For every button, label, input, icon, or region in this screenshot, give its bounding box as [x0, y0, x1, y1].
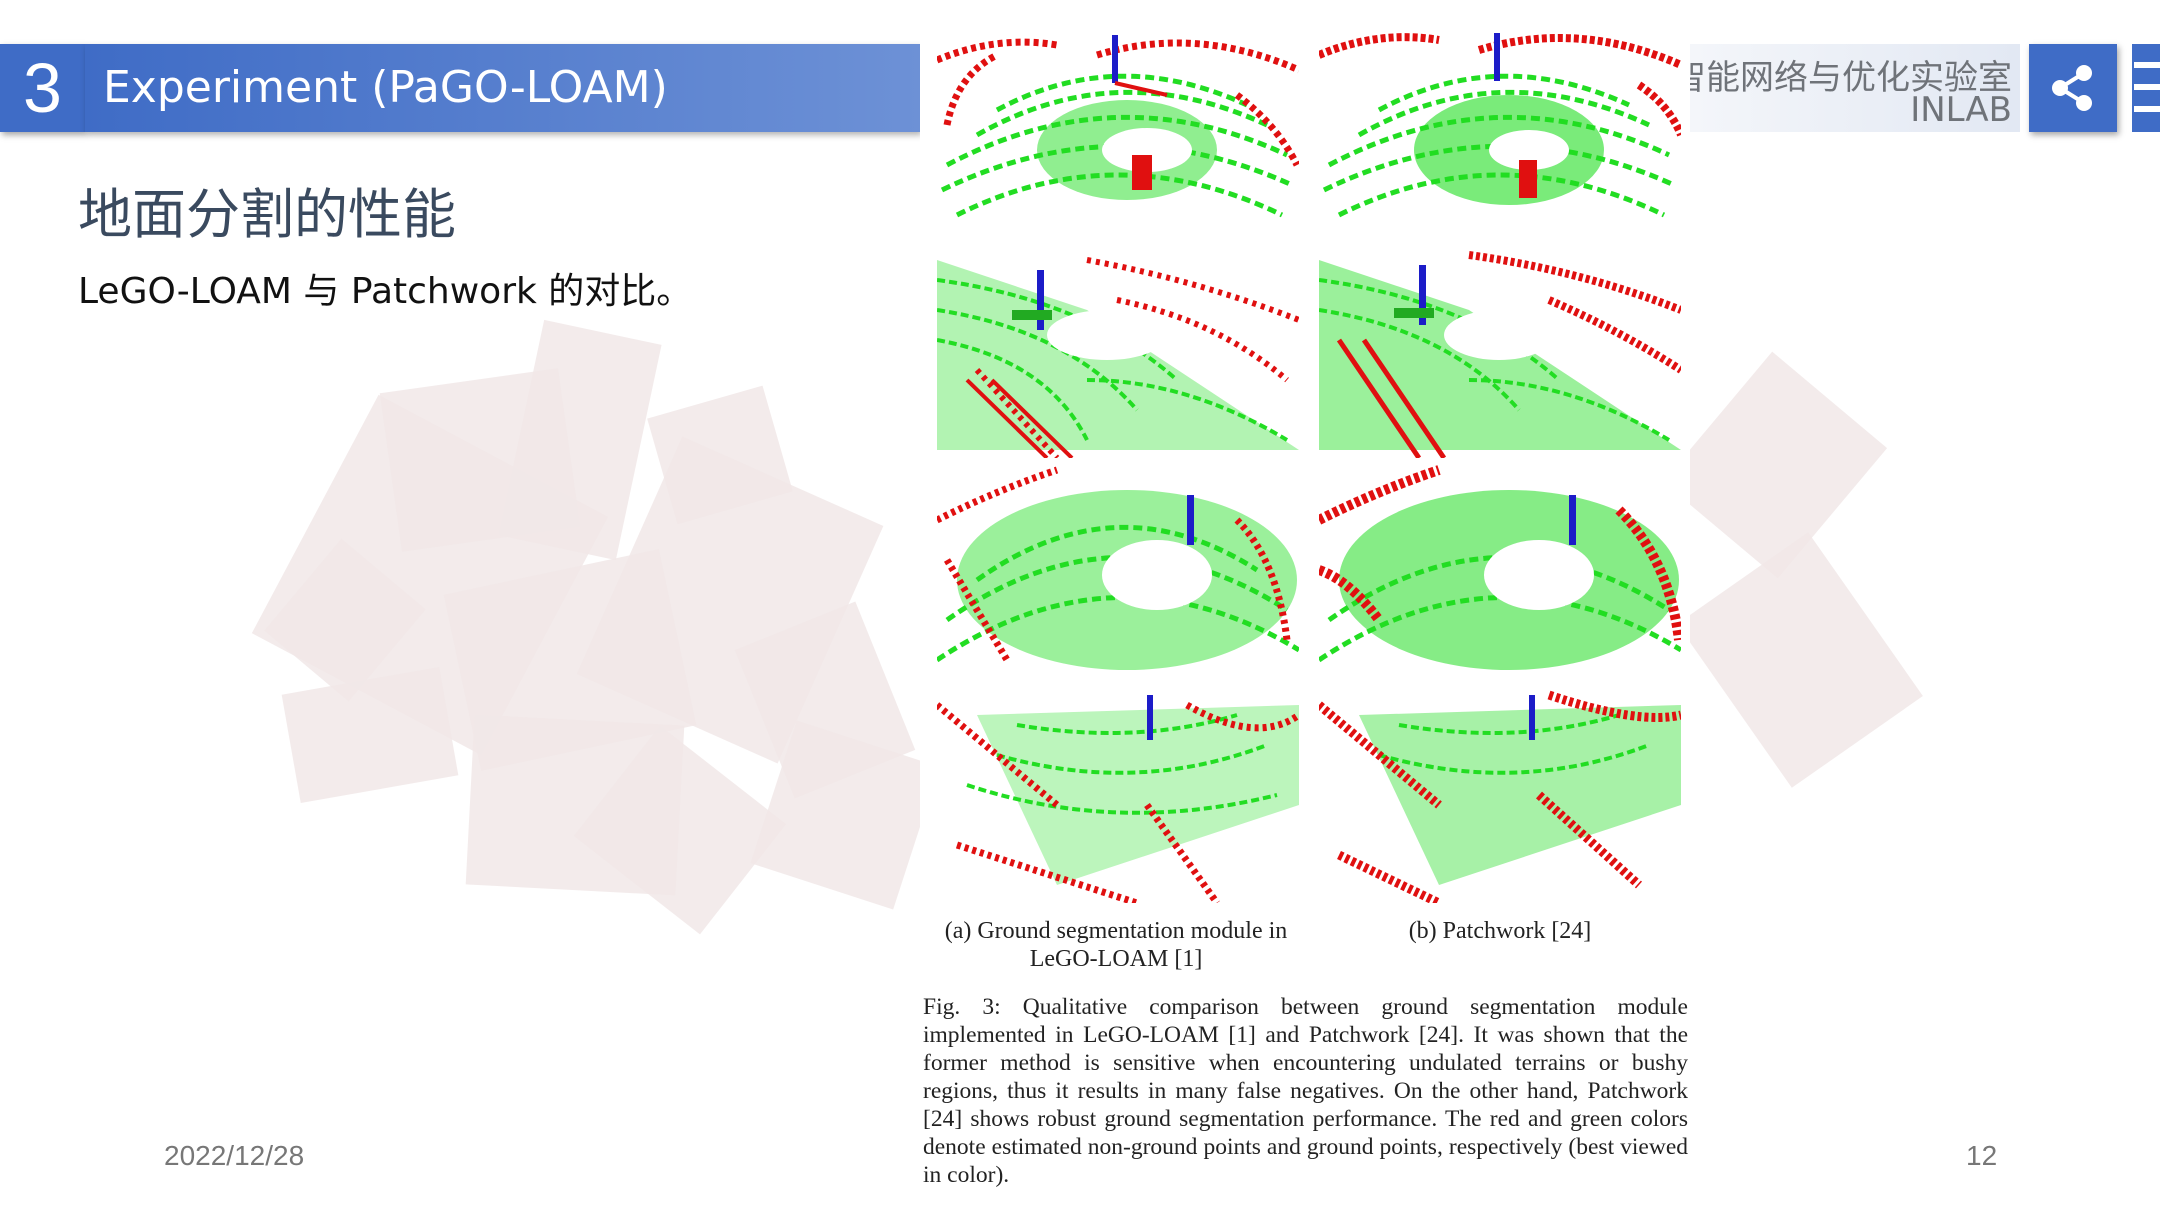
lab-banner — [1690, 44, 2020, 132]
panel-b1-image — [1319, 15, 1681, 233]
figure-caption-b: (b) Patchwork [24] — [1408, 918, 1592, 944]
panel-b2-image — [1319, 240, 1681, 458]
page-number: 12 — [1966, 1140, 1998, 1171]
section-title: Experiment (PaGO-LOAM) — [85, 44, 920, 132]
slide-date: 2022/12/28 — [164, 1140, 305, 1171]
panel-a4-image — [937, 685, 1299, 903]
lab-abbr: INLAB — [1910, 90, 2012, 130]
share-icon — [2052, 65, 2092, 111]
section-number: 3 — [0, 44, 85, 132]
slide-title: 地面分割的性能 — [78, 183, 456, 246]
panel-a1-image — [937, 15, 1299, 233]
menu-button[interactable] — [2132, 44, 2160, 132]
slide-subtitle: LeGO-LOAM 与 Patchwork 的对比。 — [78, 271, 693, 312]
lab-name: 智能网络与优化实验室 — [1672, 58, 2012, 98]
share-button[interactable] — [2029, 44, 2117, 132]
panel-b3-image — [1319, 460, 1681, 678]
panel-b4-image — [1319, 685, 1681, 903]
panel-a3-image — [937, 460, 1299, 678]
figure-caption-a: (a) Ground segmentation module in LeGO-L… — [944, 918, 1288, 972]
panel-a2-image — [937, 240, 1299, 458]
figure-caption: Fig. 3: Qualitative comparison between g… — [923, 994, 1688, 1188]
